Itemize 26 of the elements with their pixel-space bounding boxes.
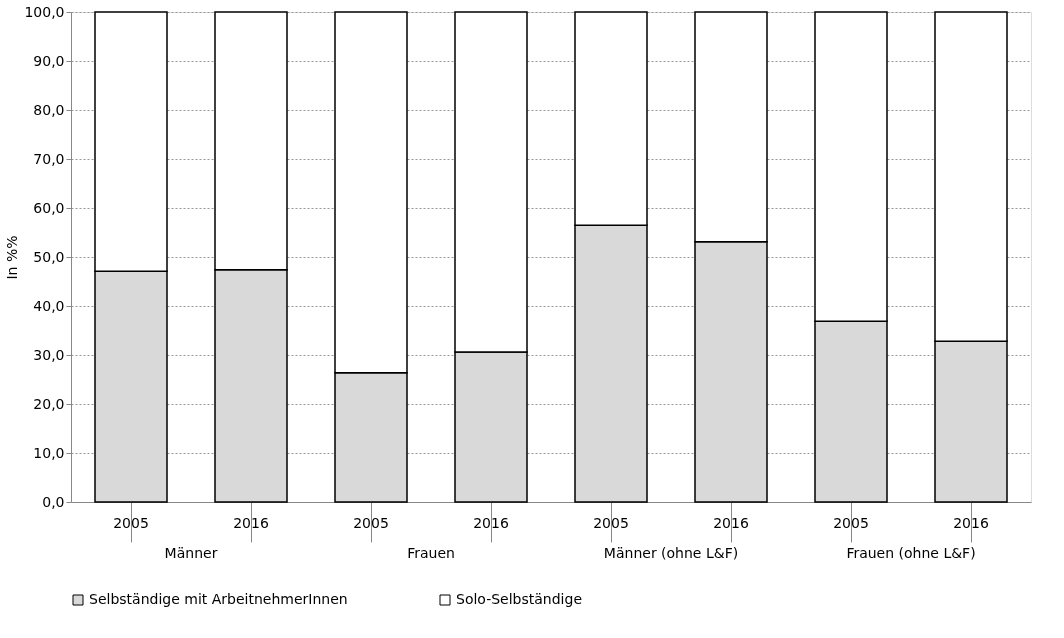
y-tick-label: 0,0 bbox=[42, 493, 65, 510]
text: Männer (ohne L&F) bbox=[603, 545, 739, 561]
y-tick-label: 50,0 bbox=[33, 248, 65, 265]
text: Männer bbox=[164, 545, 218, 561]
x-tick-label: 2005 bbox=[113, 514, 149, 531]
x-tick-label: 2016 bbox=[713, 514, 749, 531]
x-tick-label: 2016 bbox=[473, 514, 509, 531]
text: Frauen (ohne L&F) bbox=[846, 545, 976, 561]
legend-label: Solo-Selbständige bbox=[456, 591, 583, 607]
y-tick-label: 70,0 bbox=[33, 150, 65, 167]
x-tick-label: 2016 bbox=[953, 514, 989, 531]
y-tick-label: 10,0 bbox=[33, 444, 65, 461]
y-tick-label: 30,0 bbox=[33, 346, 65, 363]
y-tick-label: 90,0 bbox=[33, 52, 65, 69]
y-tick-label: 20,0 bbox=[33, 395, 65, 412]
text: Frauen bbox=[407, 545, 455, 561]
x-tick-label: 2005 bbox=[353, 514, 389, 531]
x-tick-label: 2005 bbox=[833, 514, 869, 531]
legend-label: Selbständige mit ArbeitnehmerInnen bbox=[89, 591, 348, 607]
x-tick-label: 2016 bbox=[233, 514, 269, 531]
y-tick-label: 80,0 bbox=[33, 101, 65, 118]
y-tick-label: 100,0 bbox=[24, 3, 65, 20]
y-tick-label: 60,0 bbox=[33, 199, 65, 216]
y-tick-label: 40,0 bbox=[33, 297, 65, 314]
x-tick-label: 2005 bbox=[593, 514, 629, 531]
y-axis-title: In %% bbox=[4, 235, 21, 280]
